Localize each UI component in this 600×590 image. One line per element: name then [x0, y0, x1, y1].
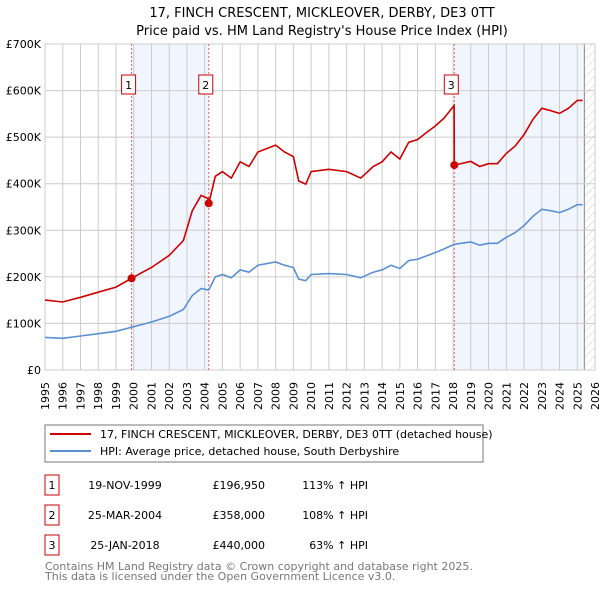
x-tick-label: 1996 [57, 382, 70, 410]
x-tick-label: 2010 [305, 382, 318, 410]
x-tick-label: 1998 [92, 382, 105, 410]
footer-licence: This data is licensed under the Open Gov… [44, 570, 395, 583]
y-tick-label: £700K [6, 38, 42, 51]
x-tick-label: 2011 [323, 382, 336, 410]
x-tick-label: 2014 [376, 382, 389, 410]
y-tick-label: £100K [6, 317, 42, 330]
chart-title: 17, FINCH CRESCENT, MICKLEOVER, DERBY, D… [149, 6, 494, 21]
x-tick-label: 1997 [74, 382, 87, 410]
sales-row-id: 2 [49, 509, 56, 522]
x-tick-label: 2019 [465, 382, 478, 410]
legend-box [44, 424, 484, 463]
sales-row-badge [44, 474, 60, 496]
future-hatch [584, 44, 595, 370]
chart-subtitle: Price paid vs. HM Land Registry's House … [136, 24, 508, 39]
sale-label-box-3 [443, 74, 459, 95]
x-tick-label: 2012 [341, 382, 354, 410]
sales-row-id: 1 [49, 479, 56, 492]
sale-label-2: 2 [202, 79, 209, 92]
sale-label-3: 3 [448, 79, 455, 92]
x-tick-label: 2007 [252, 382, 265, 410]
y-tick-label: £400K [6, 178, 42, 191]
sales-row-hpi-change: 113% ↑ HPI [302, 479, 368, 492]
y-tick-label: £200K [6, 271, 42, 284]
x-tick-label: 2001 [145, 382, 158, 410]
sales-row-hpi-change: 63% ↑ HPI [309, 539, 368, 552]
sale-label-box-2 [198, 74, 214, 95]
sales-row-badge [44, 504, 60, 526]
sales-row-hpi-change: 108% ↑ HPI [302, 509, 368, 522]
sale-label-box-1 [121, 74, 137, 95]
sales-row-badge [44, 534, 60, 556]
legend-label-hpi: HPI: Average price, detached house, Sout… [100, 445, 399, 458]
x-tick-label: 2000 [128, 382, 141, 410]
shaded-range-2 [454, 44, 585, 370]
x-tick-label: 2002 [163, 382, 176, 410]
y-tick-label: £600K [6, 85, 42, 98]
x-tick-label: 2018 [447, 382, 460, 410]
sales-row-price: £358,000 [213, 509, 266, 522]
shaded-range-1 [131, 44, 209, 370]
x-tick-label: 2024 [554, 382, 567, 410]
sales-row-date: 25-MAR-2004 [88, 509, 162, 522]
x-tick-label: 2017 [429, 382, 442, 410]
x-tick-label: 2004 [199, 382, 212, 410]
x-tick-label: 2021 [500, 382, 513, 410]
x-tick-label: 2003 [181, 382, 194, 410]
sale-point-3 [450, 161, 459, 170]
sales-row-date: 25-JAN-2018 [90, 539, 159, 552]
x-tick-label: 2005 [216, 382, 229, 410]
legend-label-property: 17, FINCH CRESCENT, MICKLEOVER, DERBY, D… [100, 428, 493, 441]
x-tick-label: 2008 [270, 382, 283, 410]
sale-point-1 [127, 274, 136, 283]
x-tick-label: 2015 [394, 382, 407, 410]
x-tick-label: 2025 [571, 382, 584, 410]
plot-border [44, 43, 596, 371]
x-tick-label: 2009 [287, 382, 300, 410]
hpi-line [44, 203, 583, 340]
x-tick-label: 2022 [518, 382, 531, 410]
x-tick-label: 2016 [412, 382, 425, 410]
property-price-line [44, 99, 583, 303]
x-tick-label: 2023 [536, 382, 549, 410]
sale-label-1: 1 [125, 79, 132, 92]
y-tick-label: £500K [6, 131, 42, 144]
x-tick-label: 2020 [483, 382, 496, 410]
x-tick-label: 2013 [358, 382, 371, 410]
footer-copyright: Contains HM Land Registry data © Crown c… [45, 560, 473, 573]
x-tick-label: 1995 [39, 382, 52, 410]
sales-row-price: £196,950 [213, 479, 266, 492]
sale-point-2 [204, 199, 213, 208]
x-tick-label: 1999 [110, 382, 123, 410]
x-tick-label: 2006 [234, 382, 247, 410]
sales-row-id: 3 [49, 539, 56, 552]
sales-row-date: 19-NOV-1999 [88, 479, 162, 492]
y-tick-label: £0 [27, 364, 41, 377]
x-tick-label: 2026 [589, 382, 600, 410]
y-tick-label: £300K [6, 224, 42, 237]
sales-row-price: £440,000 [213, 539, 266, 552]
